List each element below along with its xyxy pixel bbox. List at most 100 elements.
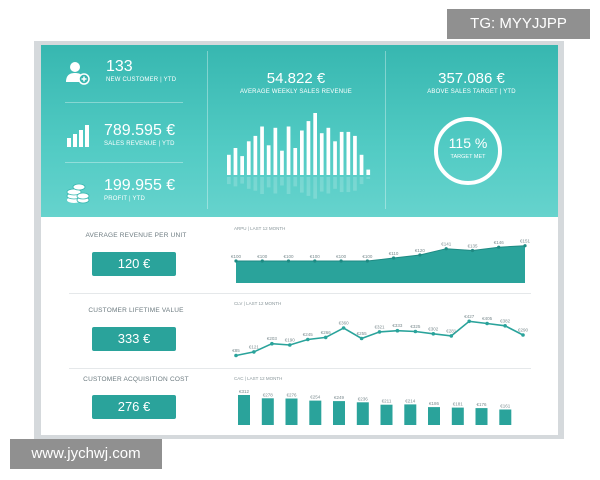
clv-data-label: €382 <box>500 318 511 323</box>
cac-chart-title: CAC | LAST 12 MONTH <box>234 376 283 381</box>
weekly-bar-reflection <box>280 177 284 186</box>
target-met-label: TARGET MET <box>450 154 486 160</box>
weekly-bar-reflection <box>266 177 271 188</box>
weekly-bar <box>260 126 264 175</box>
weekly-bar-reflection <box>313 177 317 199</box>
clv-value-badge: 333 € <box>92 327 176 351</box>
cac-bar <box>451 407 464 425</box>
clv-data-label: €333 <box>392 323 403 328</box>
weekly-bar-reflection <box>260 177 264 194</box>
weekly-bar-reflection <box>346 177 351 193</box>
cac-value-badge: 276 € <box>92 395 176 419</box>
weekly-bar <box>266 145 271 175</box>
cac-data-label: €211 <box>382 399 392 404</box>
clv-point <box>270 341 274 346</box>
coins-icon <box>66 183 90 204</box>
cac-bar <box>380 404 393 425</box>
arpu-point <box>365 259 369 263</box>
weekly-bar-reflection <box>319 177 324 192</box>
arpu-data-label: €100 <box>310 254 321 259</box>
cac-bar-chart: €312 €278 €276 €254 €249 €236 €211 €214 €186 €181… <box>238 389 512 425</box>
clv-line-chart: €85 €121 €203 €190 €245 €266 €360 €255 €321 €333 €… <box>232 314 529 358</box>
weekly-bar-reflection <box>366 177 371 179</box>
clv-point <box>431 332 436 336</box>
weekly-bar <box>227 154 231 175</box>
clv-data-label: €290 <box>518 328 529 333</box>
cac-data-label: €312 <box>239 389 250 394</box>
arpu-point <box>234 259 238 263</box>
clv-point <box>252 350 256 354</box>
clv-point <box>306 337 310 342</box>
arpu-label: AVERAGE REVENUE PER UNIT <box>85 232 187 239</box>
weekly-bar-reflection <box>240 177 244 184</box>
weekly-bar-reflection <box>359 177 364 185</box>
new-customer-value: 133 <box>106 58 133 75</box>
clv-data-label: €121 <box>249 344 260 349</box>
weekly-bar <box>333 141 337 175</box>
above-target-value: 357.086 € <box>438 70 505 87</box>
dashboard: 133 NEW CUSTOMER | YTD 789.595 € SALES R… <box>41 45 558 435</box>
avg-weekly-label: AVERAGE WEEKLY SALES REVENUE <box>240 89 352 95</box>
clv-chart-title: CLV | LAST 12 MONTH <box>234 301 282 306</box>
cac-bar <box>261 398 274 425</box>
clv-label: CUSTOMER LIFETIME VALUE <box>88 307 184 314</box>
weekly-bar <box>293 148 298 175</box>
cac-data-label: €181 <box>453 402 464 407</box>
weekly-bar-reflection <box>326 177 331 194</box>
clv-data-label: €281 <box>446 328 457 333</box>
weekly-bar <box>273 127 278 175</box>
section-divider <box>69 368 531 369</box>
weekly-bar <box>319 133 324 175</box>
arpu-area <box>236 245 525 283</box>
clv-data-label: €85 <box>232 348 240 353</box>
weekly-bar-reflection <box>246 177 251 189</box>
profit-value: 199.955 € <box>104 177 176 194</box>
weekly-bar-reflection <box>273 177 278 194</box>
weekly-bar <box>240 156 244 175</box>
cac-data-label: €254 <box>310 395 321 400</box>
weekly-bar <box>300 130 304 175</box>
clv-point <box>288 343 292 347</box>
profit-label: PROFIT | YTD <box>104 196 146 202</box>
weekly-bar <box>233 148 238 175</box>
clv-data-label: €190 <box>285 338 296 343</box>
clv-point <box>341 326 346 330</box>
clv-data-label: €245 <box>303 332 314 337</box>
clv-data-label: €427 <box>464 314 475 319</box>
weekly-bar-reflection <box>333 177 337 189</box>
clv-point <box>323 335 328 340</box>
cac-data-label: €176 <box>476 402 487 407</box>
arpu-data-label: €141 <box>441 242 452 247</box>
banner-divider <box>207 51 208 209</box>
clv-point <box>395 328 400 333</box>
arpu-data-label: €146 <box>494 240 505 245</box>
cac-bar <box>238 395 250 425</box>
arpu-area-chart: €100 €100 €100 €100 €100 €100 €110 €120 €141 €135… <box>231 239 530 283</box>
clv-data-label: €302 <box>428 326 439 331</box>
clv-data-label: €321 <box>374 324 385 329</box>
cac-data-label: €276 <box>286 393 297 398</box>
weekly-bar <box>306 121 311 175</box>
weekly-bar <box>286 126 291 175</box>
clv-point <box>377 330 382 334</box>
arpu-point <box>260 259 264 263</box>
cac-bar <box>428 407 440 425</box>
arpu-point <box>523 244 527 248</box>
clv-data-label: €266 <box>321 330 332 335</box>
watermark-bottom: www.jychwj.com <box>10 439 162 469</box>
clv-data-label: €255 <box>357 331 368 336</box>
cac-bar <box>333 401 345 425</box>
clv-point <box>359 336 364 341</box>
arpu-chart-title: ARPU | LAST 12 MONTH <box>234 226 286 231</box>
clv-data-label: €325 <box>410 324 421 329</box>
clv-data-label: €360 <box>339 321 350 326</box>
weekly-bar-reflection <box>353 177 357 191</box>
weekly-bar-reflection <box>293 177 298 187</box>
clv-point <box>449 334 454 338</box>
arpu-point <box>392 256 396 260</box>
weekly-bar-reflection <box>306 177 311 196</box>
cac-data-label: €249 <box>334 395 345 400</box>
add-user-icon <box>66 62 90 85</box>
weekly-bar <box>346 131 351 175</box>
weekly-bar <box>353 135 357 175</box>
